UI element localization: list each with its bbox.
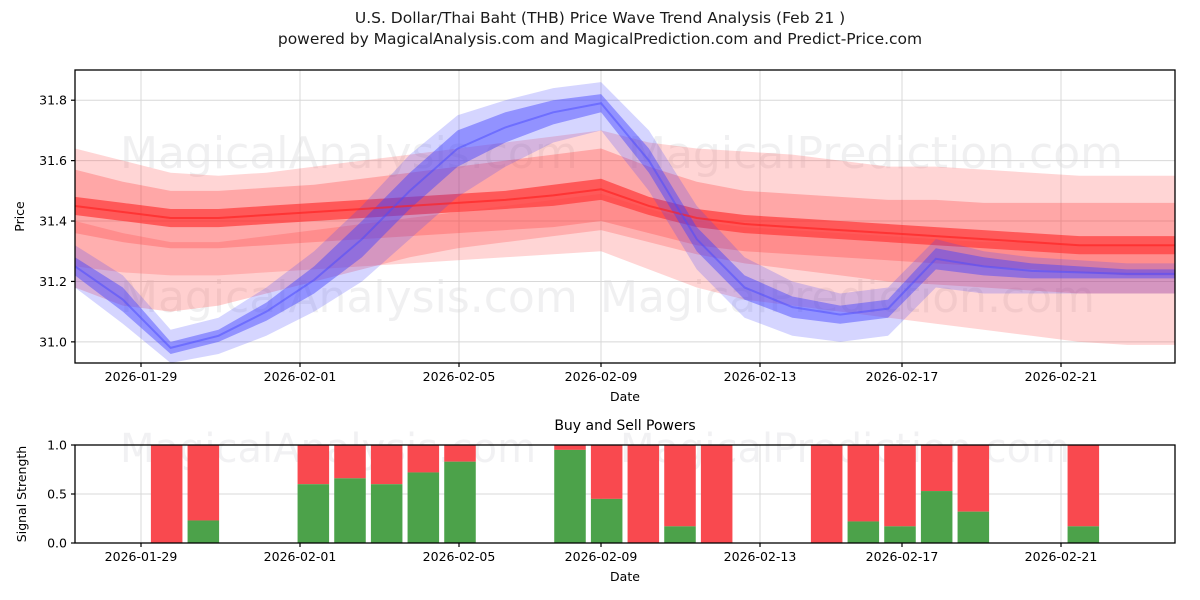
bar-buy-power	[297, 484, 330, 543]
wave-band-sell-band-mid	[75, 148, 1175, 276]
bar-buy-power	[957, 511, 990, 543]
y-tick-label: 31.6	[39, 153, 67, 168]
bar-buy-power	[847, 521, 880, 543]
wave-band-sell-band-core	[75, 178, 1175, 255]
y-tick-label: 31.8	[39, 93, 67, 108]
x-axis-title: Date	[610, 569, 640, 584]
wave-band-buy-band-outer	[75, 82, 1175, 363]
x-tick-label: 2026-02-05	[423, 549, 496, 564]
bar-sell-power	[920, 445, 953, 492]
watermark-layer: MagicalAnalysis.com MagicalPrediction.com…	[120, 128, 1123, 323]
bar-sell-power	[847, 445, 880, 522]
bar-buy-power	[1067, 526, 1100, 543]
wave-center-line	[75, 188, 1175, 247]
bar-sell-power	[810, 445, 843, 543]
x-tick-label: 2026-02-13	[724, 369, 797, 384]
watermark-text: MagicalPrediction.com	[628, 128, 1123, 179]
x-tick-label: 2026-02-05	[423, 369, 496, 384]
bar-sell-power	[1067, 445, 1100, 527]
y-axis-title: Price	[12, 201, 27, 232]
lower-chart-title: Buy and Sell Powers	[554, 418, 695, 434]
wave-band-sell-band-outer	[75, 130, 1175, 345]
axes-frame-price: 31.0 31.2 31.4 31.6 31.8 2026-01-29 2026-02-01…	[12, 69, 1176, 404]
bar-sell-power	[407, 445, 440, 473]
y-tick-label: 31.2	[39, 274, 67, 289]
bar-sell-power	[444, 445, 476, 462]
x-tick-label: 2026-02-01	[264, 549, 337, 564]
page-subtitle: powered by MagicalAnalysis.com and Magic…	[277, 30, 923, 48]
x-tick-label: 2026-02-17	[866, 549, 939, 564]
bar-sell-power	[957, 445, 990, 512]
bar-sell-power	[187, 445, 220, 521]
y-tick-label: 31.4	[39, 214, 67, 229]
signal-bars	[150, 445, 1100, 543]
bar-sell-power	[370, 445, 403, 485]
x-tick-label: 2026-02-21	[1025, 549, 1098, 564]
bar-sell-power	[884, 445, 916, 527]
y-tick-label: 0.0	[47, 536, 67, 551]
page-title: U.S. Dollar/Thai Baht (THB) Price Wave T…	[354, 9, 846, 27]
x-tick-label: 2026-01-29	[105, 549, 178, 564]
axes-frame-signal: 0.0 0.5 1.0 2026-01-29 2026-02-01 2026-02-05 2…	[14, 438, 1176, 584]
x-tick-label: 2026-01-29	[105, 369, 178, 384]
bar-sell-power	[664, 445, 696, 527]
bar-sell-power	[334, 445, 366, 479]
bar-sell-power	[150, 445, 183, 543]
wave-band-sell-band-lower	[75, 193, 1175, 312]
bar-buy-power	[407, 472, 440, 543]
wave-center-line	[75, 102, 1175, 350]
x-tick-label: 2026-02-09	[565, 549, 638, 564]
watermark-text: MagicalAnalysis.com	[120, 128, 578, 179]
x-tick-label: 2026-02-21	[1025, 369, 1098, 384]
x-tick-label: 2026-02-17	[866, 369, 939, 384]
bar-buy-power	[920, 491, 953, 543]
bar-buy-power	[370, 484, 403, 543]
bar-buy-power	[334, 478, 366, 543]
x-tick-label: 2026-02-01	[264, 369, 337, 384]
bar-buy-power	[590, 498, 623, 543]
bar-sell-power	[700, 445, 733, 543]
bar-sell-power	[590, 445, 623, 499]
watermark-text: MagicalAnalysis.com	[120, 272, 578, 323]
x-tick-label: 2026-02-13	[724, 549, 797, 564]
price-wave-bands	[75, 82, 1175, 363]
plot-border	[74, 69, 1176, 364]
x-tick-label: 2026-02-09	[565, 369, 638, 384]
bar-buy-power	[884, 526, 916, 543]
y-tick-label: 1.0	[47, 438, 67, 453]
y-axis-title: Signal Strength	[14, 446, 29, 542]
x-axis-title: Date	[610, 389, 640, 404]
bar-buy-power	[554, 449, 586, 543]
bar-sell-power	[297, 445, 330, 485]
y-tick-label: 0.5	[47, 487, 67, 502]
bar-sell-power	[627, 445, 660, 543]
bar-buy-power	[664, 526, 696, 543]
wave-band-buy-band-core	[75, 94, 1175, 354]
y-tick-label: 31.0	[39, 334, 67, 349]
bar-buy-power	[444, 461, 476, 543]
chart-title-block: U.S. Dollar/Thai Baht (THB) Price Wave T…	[0, 8, 1200, 50]
bar-sell-power	[554, 445, 586, 450]
bar-buy-power	[187, 520, 220, 543]
